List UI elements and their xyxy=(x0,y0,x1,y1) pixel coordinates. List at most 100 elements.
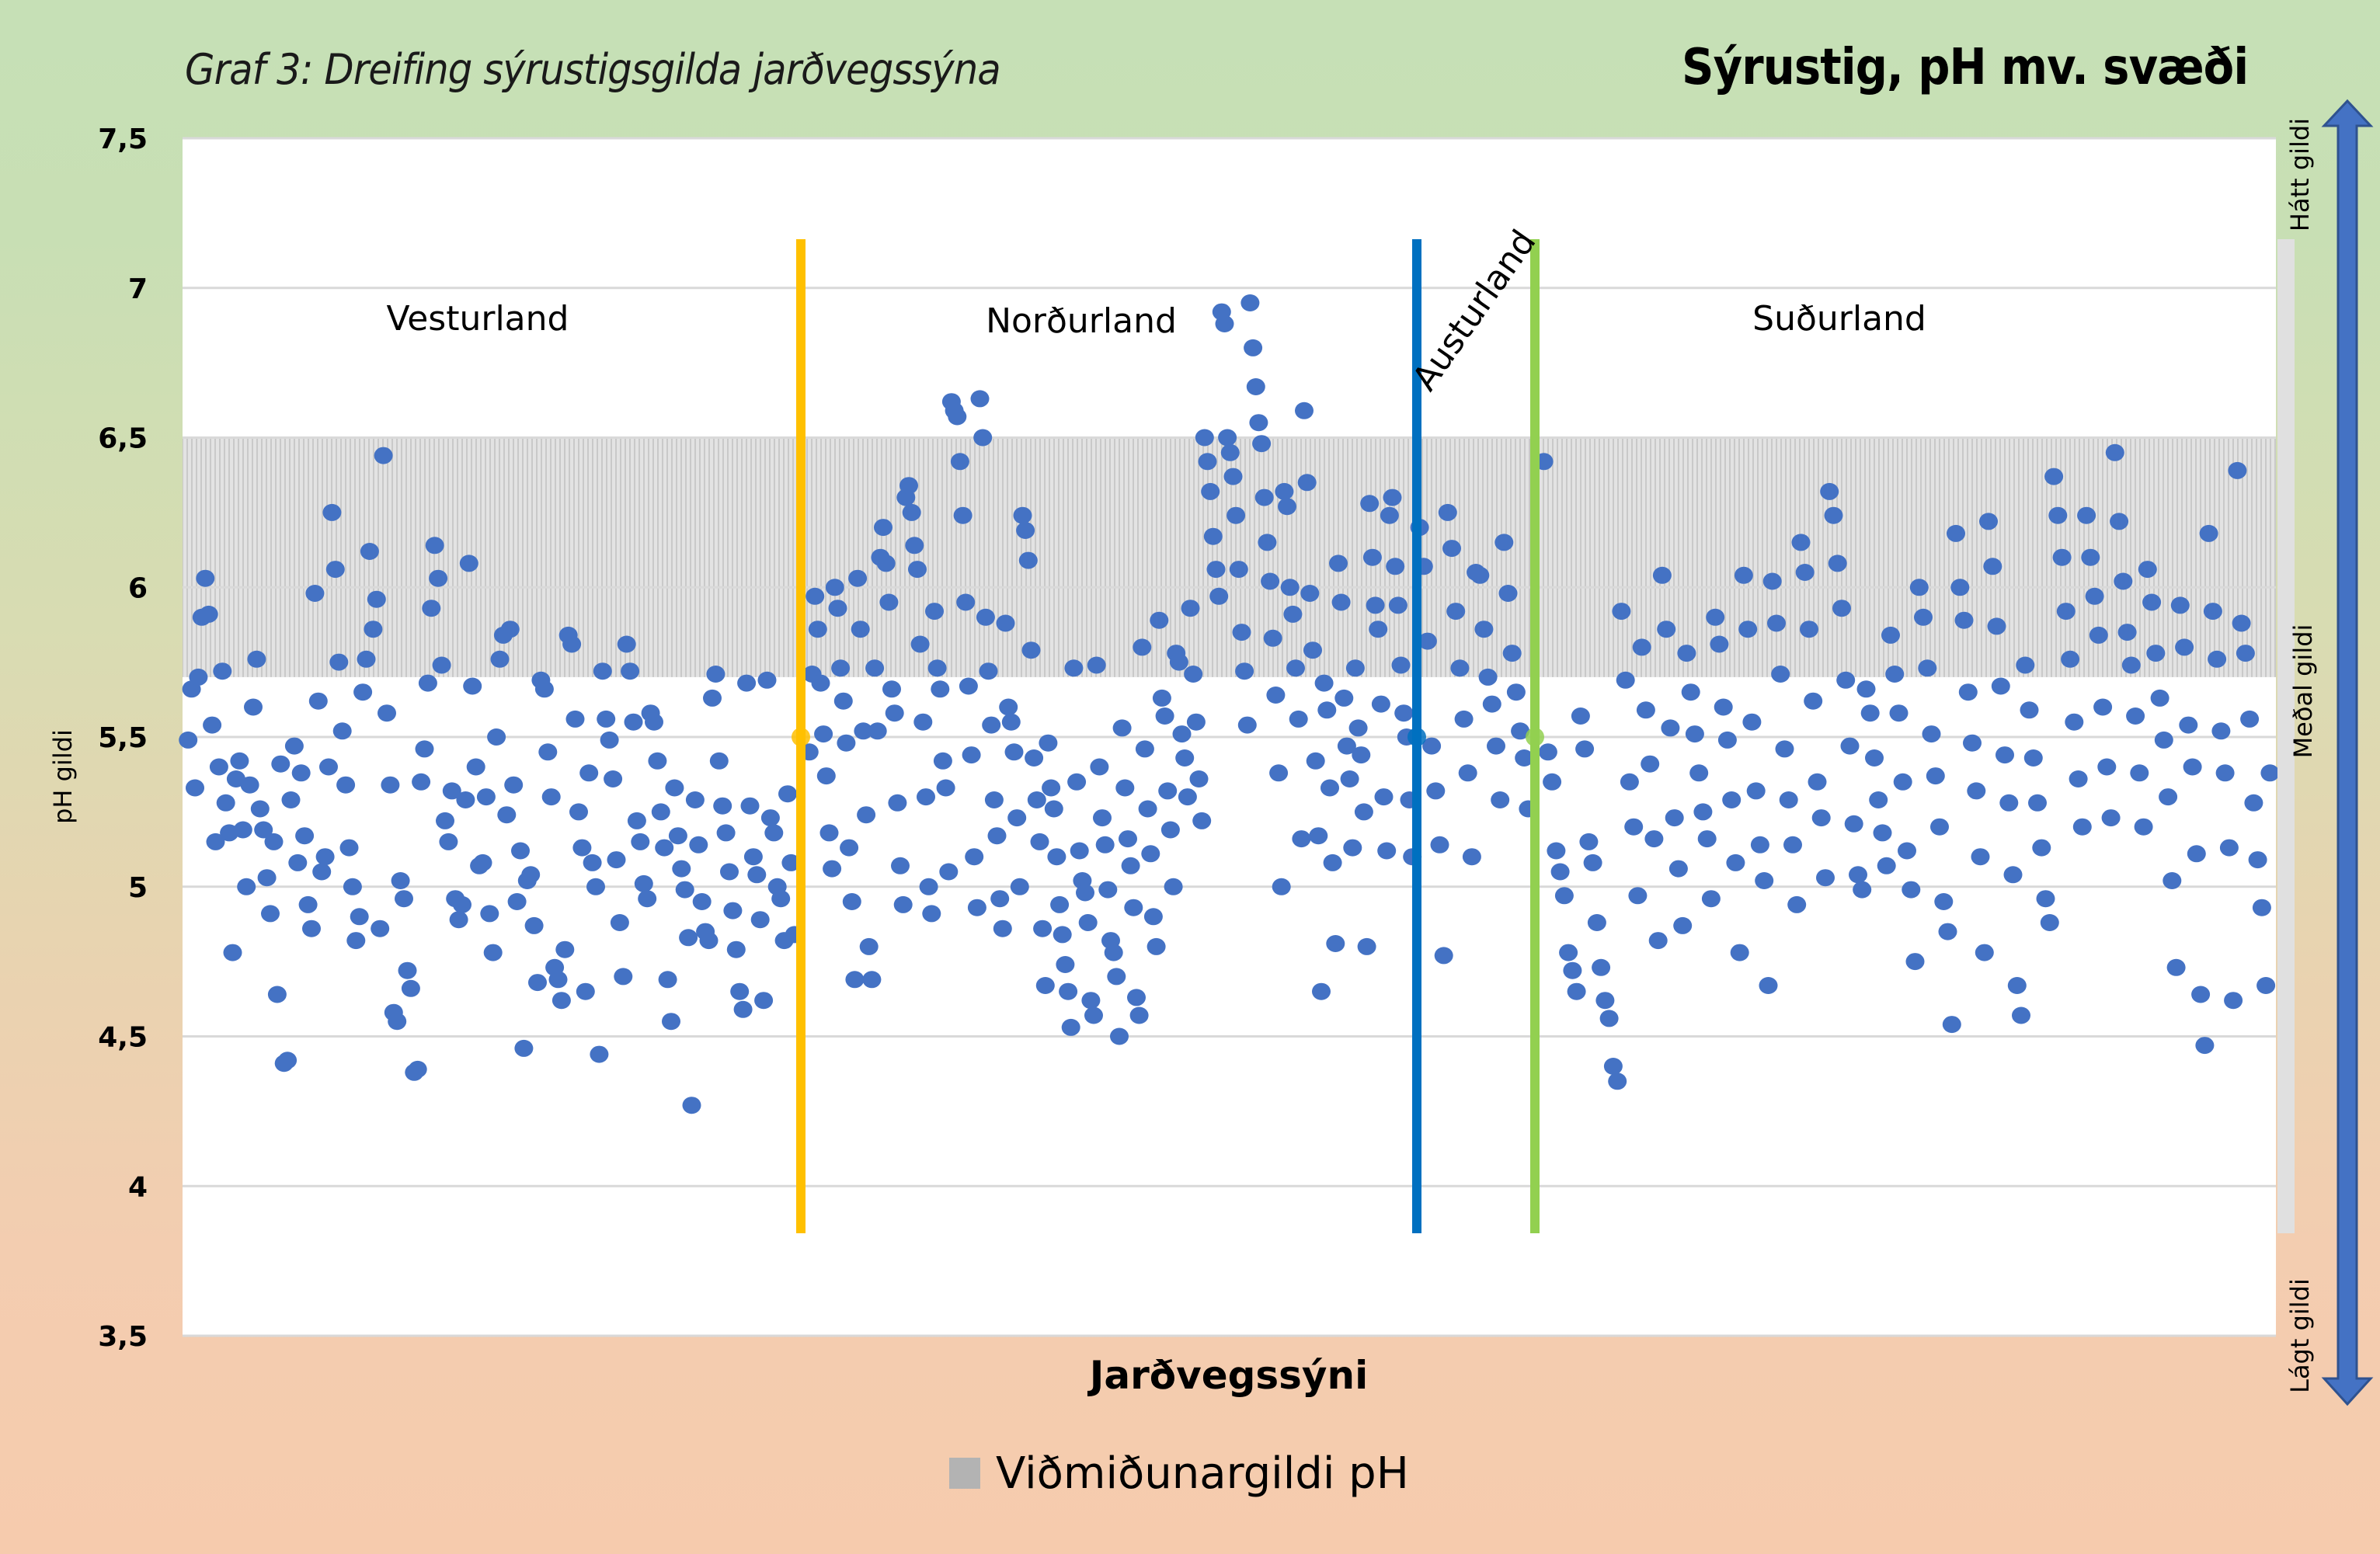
data-point xyxy=(1644,830,1664,848)
data-point xyxy=(1172,725,1192,743)
data-point xyxy=(1098,881,1118,899)
data-point xyxy=(862,971,882,989)
chart-title: Graf 3: Dreifing sýrustigsgilda jarðvegs… xyxy=(185,45,1001,94)
data-point xyxy=(1502,645,1522,662)
data-point xyxy=(1750,836,1769,853)
data-point xyxy=(1312,982,1331,1000)
data-point xyxy=(2159,788,2178,806)
data-point xyxy=(1388,596,1407,614)
data-point xyxy=(730,982,750,1000)
data-point xyxy=(2056,603,2076,621)
data-point xyxy=(466,758,485,776)
region-label: Suðurland xyxy=(1752,299,1926,339)
data-point xyxy=(840,839,859,857)
data-point xyxy=(453,895,471,913)
data-point xyxy=(1215,315,1234,332)
data-point xyxy=(1958,683,1978,701)
data-point xyxy=(1922,725,1941,743)
data-point xyxy=(216,794,235,812)
data-point xyxy=(651,803,670,821)
data-point xyxy=(737,674,757,692)
data-point xyxy=(2228,461,2247,479)
data-point xyxy=(925,603,944,621)
data-point xyxy=(621,662,640,680)
data-point xyxy=(408,1060,427,1078)
data-point xyxy=(1027,791,1046,808)
data-point xyxy=(1458,764,1477,782)
data-point xyxy=(868,722,887,740)
data-point xyxy=(1025,749,1044,767)
data-point xyxy=(418,674,437,692)
data-point xyxy=(917,788,935,806)
data-point xyxy=(1885,666,1905,683)
data-point xyxy=(1800,621,1818,638)
data-point xyxy=(709,752,729,770)
data-point xyxy=(233,821,252,839)
data-point xyxy=(1227,506,1246,524)
data-point xyxy=(1050,895,1070,913)
data-point xyxy=(1783,836,1802,853)
data-point xyxy=(1272,878,1291,895)
data-point xyxy=(2256,977,2276,994)
data-point xyxy=(990,890,1010,908)
y-tick-label: 6,5 xyxy=(98,423,148,455)
data-point xyxy=(2061,650,2080,668)
data-point xyxy=(1983,558,2002,575)
data-point xyxy=(1269,764,1289,782)
data-point xyxy=(456,791,475,808)
data-point xyxy=(1246,378,1265,395)
data-point xyxy=(209,758,228,776)
data-point xyxy=(1987,617,2006,635)
data-point xyxy=(600,731,619,749)
side-label-low: Lágt gildi xyxy=(2285,1278,2315,1393)
data-point xyxy=(1095,836,1115,853)
data-point xyxy=(828,600,847,617)
data-point xyxy=(1147,937,1166,955)
data-point xyxy=(2028,794,2047,812)
data-point xyxy=(1343,839,1362,857)
data-point xyxy=(1775,740,1794,758)
data-point xyxy=(1853,881,1872,899)
data-point xyxy=(1258,534,1277,551)
data-point xyxy=(2187,845,2206,863)
data-point xyxy=(562,635,582,653)
data-point xyxy=(781,853,801,871)
data-point xyxy=(1914,608,1933,626)
data-point xyxy=(199,605,218,623)
data-point xyxy=(713,797,732,815)
data-point xyxy=(882,680,901,698)
data-point xyxy=(851,621,870,638)
data-point xyxy=(1329,555,1348,572)
data-point xyxy=(1007,809,1027,827)
data-point xyxy=(814,725,833,743)
data-point xyxy=(760,809,780,827)
data-point xyxy=(876,555,896,572)
data-point xyxy=(1498,585,1518,602)
data-point xyxy=(1603,1058,1623,1075)
data-point xyxy=(931,680,950,698)
chart-subtitle: Sýrustig, pH mv. svæði xyxy=(1681,39,2249,96)
data-point xyxy=(490,650,510,668)
data-point xyxy=(1266,687,1286,704)
data-point xyxy=(665,779,684,797)
data-point xyxy=(1374,788,1394,806)
data-point xyxy=(1110,1027,1129,1045)
data-point xyxy=(1616,671,1635,689)
data-point xyxy=(1067,773,1087,791)
data-point xyxy=(364,621,383,638)
data-point xyxy=(1677,645,1696,662)
data-point xyxy=(2215,764,2235,782)
data-point xyxy=(2199,524,2218,542)
data-point xyxy=(1232,624,1251,641)
data-point xyxy=(1714,698,1733,716)
y-tick-label: 4 xyxy=(128,1171,148,1203)
data-point xyxy=(2252,899,2271,916)
data-point xyxy=(1856,680,1876,698)
data-point xyxy=(1314,674,1334,692)
data-point xyxy=(662,1013,680,1031)
data-point xyxy=(2032,839,2051,857)
data-point xyxy=(1844,815,1863,833)
data-point xyxy=(607,851,626,869)
data-point xyxy=(1369,621,1388,638)
